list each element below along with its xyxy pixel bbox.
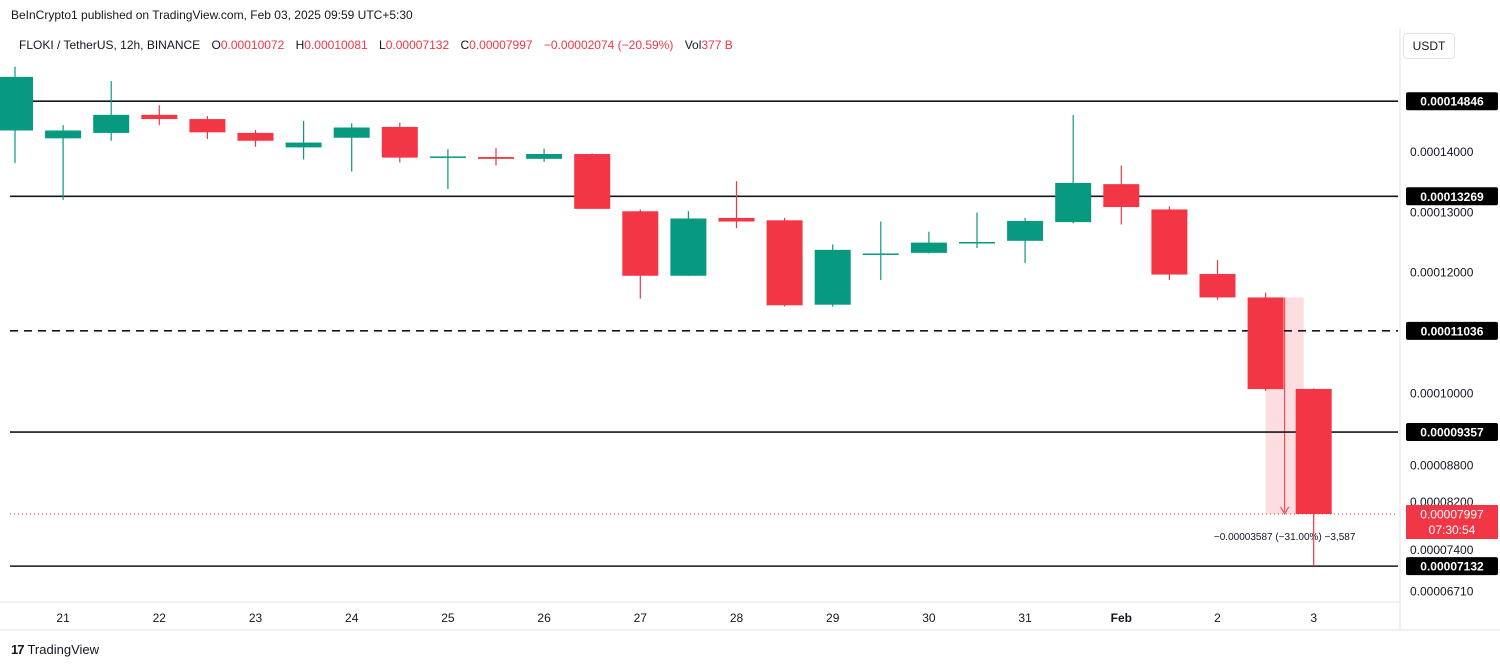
current-price-label: 0.00007997 — [1420, 507, 1484, 521]
measure-arrow-head — [1280, 506, 1290, 516]
level-price-label: 0.00013269 — [1420, 190, 1484, 204]
current-price-tag — [1406, 504, 1498, 539]
close-label: C — [460, 38, 470, 52]
time-tick-label: Feb — [1111, 611, 1132, 625]
candle-body — [1151, 209, 1188, 275]
tradingview-logo-icon: 17 — [11, 642, 25, 657]
currency-button[interactable]: USDT — [1403, 33, 1455, 59]
low-label: L — [379, 38, 386, 52]
symbol-legend: FLOKI / TetherUS, 12h, BINANCE O0.000100… — [19, 38, 733, 52]
time-tick-label: 21 — [56, 611, 70, 625]
candle-body — [718, 217, 755, 222]
level-price-label: 0.00014846 — [1420, 95, 1484, 109]
brand-name: TradingView — [27, 642, 100, 657]
level-price-label: 0.00007132 — [1420, 560, 1484, 574]
volume-value: 377 B — [701, 38, 733, 52]
time-tick-label: 29 — [826, 611, 840, 625]
candle-body — [622, 211, 659, 276]
candle-body — [478, 157, 514, 159]
candle-body — [1295, 388, 1332, 514]
candle-body — [1247, 297, 1284, 390]
close-value: 0.00007997 — [469, 38, 533, 52]
candle-body — [814, 249, 851, 305]
candle-body — [189, 119, 226, 133]
change-value: −0.00002074 (−20.59%) — [543, 38, 674, 52]
volume-label: Vol — [684, 38, 702, 52]
candle-body — [1055, 182, 1092, 223]
candle-body — [285, 142, 322, 148]
time-tick-label: 28 — [730, 611, 744, 625]
candle-body — [237, 132, 274, 141]
candle-body — [45, 130, 82, 139]
low-value: 0.00007132 — [385, 38, 450, 52]
candle-body — [766, 220, 803, 306]
high-value: 0.00010081 — [304, 38, 368, 52]
candle-body — [381, 126, 418, 158]
price-tick-label: 0.00010000 — [1410, 386, 1474, 400]
level-price-label: 0.00009357 — [1420, 426, 1484, 440]
tradingview-branding[interactable]: 17 TradingView — [11, 642, 99, 657]
candle-body — [670, 218, 707, 276]
price-tick-label: 0.00008800 — [1410, 459, 1474, 473]
candle-body — [1199, 273, 1236, 298]
publisher-credit: BeInCrypto1 published on TradingView.com… — [11, 8, 413, 22]
level-price-tag — [1406, 557, 1498, 576]
time-tick-label: 27 — [634, 611, 648, 625]
countdown-label: 07:30:54 — [1429, 523, 1476, 537]
high-label: H — [295, 38, 305, 52]
price-tick-label: 0.00006710 — [1410, 585, 1474, 599]
level-price-tag — [1406, 423, 1498, 442]
time-tick-label: 23 — [249, 611, 263, 625]
price-tick-label: 0.00013000 — [1410, 205, 1474, 219]
time-tick-label: 25 — [441, 611, 455, 625]
time-tick-label: 3 — [1310, 611, 1317, 625]
time-tick-label: 2 — [1214, 611, 1221, 625]
level-price-tag — [1406, 92, 1498, 111]
candle-body — [910, 242, 947, 253]
candle-body — [1103, 184, 1140, 208]
candle-body — [141, 114, 178, 120]
open-label: O — [211, 38, 221, 52]
level-price-tag — [1406, 321, 1498, 340]
candle-body — [574, 154, 611, 209]
time-tick-label: 30 — [922, 611, 936, 625]
level-price-label: 0.00011036 — [1421, 324, 1484, 338]
candle-body — [93, 114, 130, 133]
time-tick-label: 26 — [537, 611, 551, 625]
symbol-title[interactable]: FLOKI / TetherUS, 12h, BINANCE — [19, 38, 201, 52]
time-tick-label: 31 — [1018, 611, 1032, 625]
candle-body — [333, 127, 370, 138]
candle-body — [959, 242, 995, 244]
candle-body — [1007, 220, 1044, 241]
price-tick-label: 0.00007400 — [1410, 543, 1474, 557]
time-tick-label: 22 — [153, 611, 167, 625]
measure-label: −0.00003587 (−31.00%) −3,587 — [1214, 532, 1356, 543]
level-price-tag — [1406, 187, 1498, 206]
candle-body — [429, 156, 466, 158]
price-tick-label: 0.00014000 — [1410, 145, 1474, 159]
price-tick-label: 0.00012000 — [1410, 266, 1474, 280]
candle-body — [862, 253, 899, 255]
time-tick-label: 24 — [345, 611, 359, 625]
candle-body — [526, 154, 563, 159]
open-value: 0.00010072 — [220, 38, 285, 52]
candle-body — [0, 76, 33, 131]
